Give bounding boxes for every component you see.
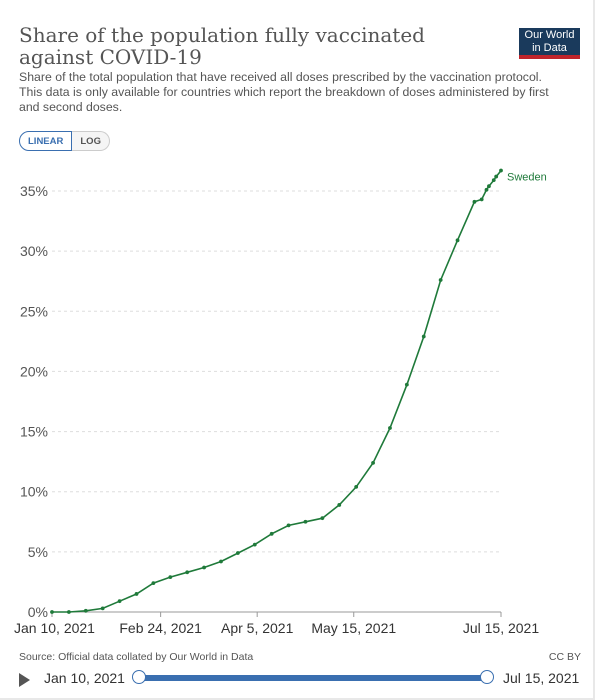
page-title: Share of the population fully vaccinated… bbox=[19, 23, 425, 69]
linear-scale-button[interactable]: LINEAR bbox=[19, 131, 73, 151]
play-icon[interactable] bbox=[19, 673, 30, 687]
series-label: Sweden bbox=[507, 172, 547, 184]
timeline: Jan 10, 2021 Jul 15, 2021 bbox=[19, 668, 589, 690]
data-point bbox=[320, 516, 325, 521]
source-note[interactable]: Source: Official data collated by Our Wo… bbox=[19, 651, 254, 663]
data-point bbox=[83, 608, 88, 613]
data-point bbox=[185, 570, 190, 575]
data-point bbox=[252, 542, 257, 547]
data-point bbox=[499, 168, 503, 173]
data-point bbox=[438, 278, 443, 282]
timeline-start-handle[interactable] bbox=[132, 670, 146, 684]
data-point bbox=[151, 581, 156, 586]
y-tick-label: 0% bbox=[28, 604, 48, 620]
y-tick-label: 10% bbox=[20, 484, 48, 500]
data-point bbox=[168, 575, 173, 580]
data-point bbox=[134, 592, 139, 596]
grid-lines bbox=[52, 190, 501, 613]
owid-logo[interactable]: Our World in Data bbox=[519, 28, 580, 59]
timeline-start-label: Jan 10, 2021 bbox=[44, 670, 125, 686]
data-point bbox=[269, 531, 274, 536]
data-point bbox=[388, 426, 392, 430]
data-point bbox=[479, 197, 484, 202]
series-layer: Sweden bbox=[50, 168, 547, 614]
x-tick-label: May 15, 2021 bbox=[311, 620, 396, 636]
y-tick-label: 5% bbox=[28, 544, 48, 560]
data-point bbox=[50, 610, 54, 614]
y-tick-label: 15% bbox=[20, 424, 48, 440]
data-point bbox=[491, 178, 496, 183]
data-point bbox=[484, 187, 489, 192]
data-point bbox=[66, 610, 71, 614]
y-tick-label: 30% bbox=[20, 243, 48, 259]
axes: 0% 5% 10% 15% 20% 25% 30% 35% Jan 10, 2021 Feb 24… bbox=[14, 183, 539, 636]
timeline-end-handle[interactable] bbox=[480, 670, 494, 684]
line-chart: 0% 5% 10% 15% 20% 25% 30% 35% Jan 10, 2021 Feb 24… bbox=[14, 168, 547, 636]
footer: Source: Official data collated by Our Wo… bbox=[19, 651, 581, 663]
series-line-sweden bbox=[52, 170, 502, 613]
x-tick-label: Jan 10, 2021 bbox=[14, 620, 95, 636]
chart-subtitle: Share of the total population that have … bbox=[19, 70, 549, 114]
data-point bbox=[487, 184, 491, 189]
data-point bbox=[472, 199, 477, 204]
logo-line-2: in Data bbox=[532, 42, 567, 54]
data-point bbox=[371, 460, 375, 465]
data-point bbox=[455, 238, 460, 243]
y-tick-label: 25% bbox=[20, 303, 48, 319]
data-point bbox=[404, 382, 409, 387]
license-label[interactable]: CC BY bbox=[548, 651, 581, 663]
y-tick-label: 20% bbox=[20, 363, 48, 379]
data-point bbox=[219, 559, 223, 564]
data-point bbox=[303, 519, 308, 524]
data-point bbox=[100, 606, 105, 611]
logo-line-1: Our World bbox=[524, 29, 575, 41]
y-tick-label: 35% bbox=[20, 183, 48, 199]
x-tick-label: Feb 24, 2021 bbox=[119, 620, 202, 636]
scale-toggle: LINEAR LOG bbox=[19, 131, 110, 151]
data-point bbox=[494, 174, 499, 179]
data-point bbox=[354, 485, 359, 489]
data-point bbox=[117, 599, 122, 604]
data-point bbox=[235, 551, 240, 555]
data-point bbox=[202, 565, 206, 570]
data-point bbox=[337, 503, 342, 507]
data-point bbox=[286, 523, 291, 528]
log-scale-button[interactable]: LOG bbox=[72, 131, 110, 151]
x-tick-label: Jul 15, 2021 bbox=[463, 620, 539, 636]
timeline-end-label: Jul 15, 2021 bbox=[503, 670, 580, 686]
x-tick-label: Apr 5, 2021 bbox=[221, 620, 294, 636]
timeline-track[interactable] bbox=[139, 675, 487, 681]
data-point bbox=[421, 334, 426, 339]
